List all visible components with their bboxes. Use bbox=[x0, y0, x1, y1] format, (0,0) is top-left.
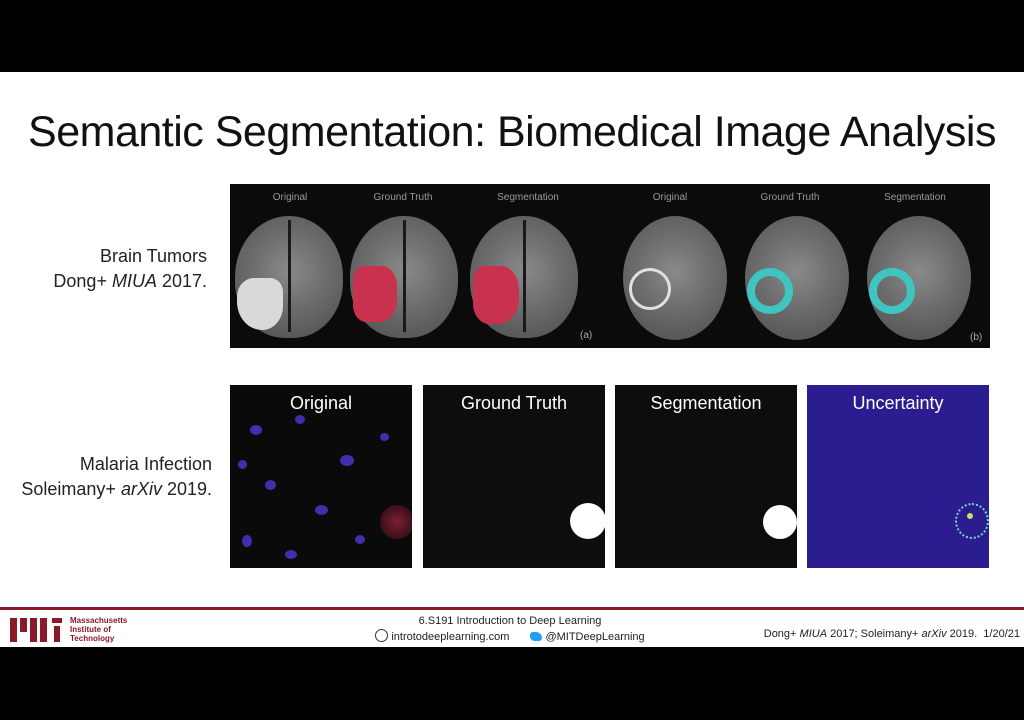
caption-segmentation-a: Segmentation bbox=[497, 192, 559, 203]
slide-title: Semantic Segmentation: Biomedical Image … bbox=[28, 108, 996, 156]
brain-label-line1: Brain Tumors bbox=[99, 246, 207, 266]
brain-label-line2: Dong+ MIUA 2017. bbox=[53, 271, 207, 291]
footer-date: 1/20/21 bbox=[983, 628, 1020, 640]
twitter-handle[interactable]: @MITDeepLearning bbox=[545, 631, 645, 643]
mit-logo bbox=[10, 618, 62, 642]
caption-ground-truth-a: Ground Truth bbox=[373, 192, 433, 203]
malaria-label-line1: Malaria Infection bbox=[79, 454, 212, 474]
malaria-caption-uncertainty: Uncertainty bbox=[852, 393, 944, 413]
mit-wordmark: Massachusetts Institute of Technology bbox=[70, 616, 128, 643]
malaria-caption-segmentation: Segmentation bbox=[650, 393, 762, 413]
malaria-uncertainty-panel: Uncertainty bbox=[807, 385, 989, 568]
course-title: 6.S191 Introduction to Deep Learning bbox=[418, 615, 602, 627]
malaria-original-panel: Original bbox=[230, 385, 412, 568]
brain-ground-truth-b bbox=[745, 216, 849, 340]
tag-b: (b) bbox=[970, 332, 983, 343]
caption-original-a: Original bbox=[272, 192, 308, 203]
malaria-segmentation-panel: Segmentation bbox=[615, 385, 797, 568]
slide: Semantic Segmentation: Biomedical Image … bbox=[0, 72, 1024, 647]
brain-tumor-figure: Original Ground Truth Segmentation Origi… bbox=[230, 184, 990, 348]
malaria-caption-original: Original bbox=[289, 393, 353, 413]
brain-original-a bbox=[235, 216, 343, 338]
course-info: 6.S191 Introduction to Deep Learning int… bbox=[350, 615, 670, 643]
brain-segmentation-a bbox=[470, 216, 578, 338]
slide-footer: Massachusetts Institute of Technology 6.… bbox=[0, 607, 1024, 647]
brain-segmentation-b bbox=[867, 216, 971, 340]
globe-icon bbox=[375, 629, 389, 642]
malaria-infection-label: Malaria Infection Soleimany+ arXiv 2019. bbox=[0, 452, 212, 502]
website-link[interactable]: introtodeeplearning.com bbox=[391, 631, 510, 643]
malaria-ground-truth-panel: Ground Truth bbox=[423, 385, 605, 568]
caption-ground-truth-b: Ground Truth bbox=[760, 192, 820, 203]
twitter-icon bbox=[530, 632, 543, 641]
brain-ground-truth-a bbox=[350, 216, 458, 338]
brain-original-b bbox=[623, 216, 727, 340]
tag-a: (a) bbox=[580, 330, 593, 341]
brain-tumors-label: Brain Tumors Dong+ MIUA 2017. bbox=[0, 244, 207, 294]
footer-citation: Dong+ MIUA 2017; Soleimany+ arXiv 2019. … bbox=[763, 628, 1020, 640]
malaria-label-line2: Soleimany+ arXiv 2019. bbox=[21, 479, 212, 499]
caption-original-b: Original bbox=[652, 192, 688, 203]
malaria-caption-ground-truth: Ground Truth bbox=[460, 393, 568, 413]
caption-segmentation-b: Segmentation bbox=[884, 192, 946, 203]
